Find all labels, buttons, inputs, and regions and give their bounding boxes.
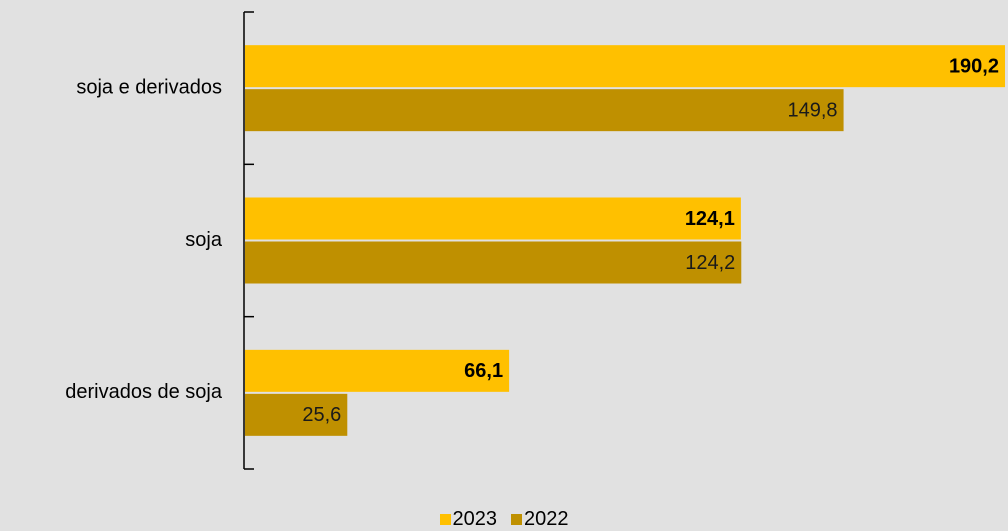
legend-item-2022: 2022 bbox=[511, 508, 569, 531]
bar-2023 bbox=[245, 45, 1005, 88]
bar-chart: soja e derivados 190,2 149,8 soja 124,1 124,2… bbox=[65, 11, 1005, 470]
legend-label-2022: 2022 bbox=[524, 508, 569, 530]
legend-swatch-2022 bbox=[511, 514, 522, 525]
data-label-2023: 66,1 bbox=[464, 360, 503, 382]
bar-2022 bbox=[245, 241, 742, 284]
bar-2023 bbox=[245, 197, 741, 240]
data-label-2023: 190,2 bbox=[949, 55, 999, 77]
data-label-2022: 25,6 bbox=[302, 404, 341, 426]
bar-2022 bbox=[245, 89, 844, 132]
category-label: derivados de soja bbox=[65, 381, 223, 403]
bar-2022 bbox=[245, 393, 348, 436]
data-label-2022: 149,8 bbox=[788, 99, 838, 121]
data-label-2022: 124,2 bbox=[685, 252, 735, 274]
legend-swatch-2023 bbox=[439, 514, 451, 525]
category-label: soja e derivados bbox=[76, 76, 222, 98]
category-label: soja bbox=[185, 229, 223, 251]
legend: 2023 2022 bbox=[0, 508, 1008, 531]
legend-label-2023: 2023 bbox=[452, 508, 498, 530]
bar-2023 bbox=[245, 349, 510, 392]
data-label-2023: 124,1 bbox=[685, 208, 735, 230]
legend-item-2023: 2023 bbox=[439, 508, 498, 531]
